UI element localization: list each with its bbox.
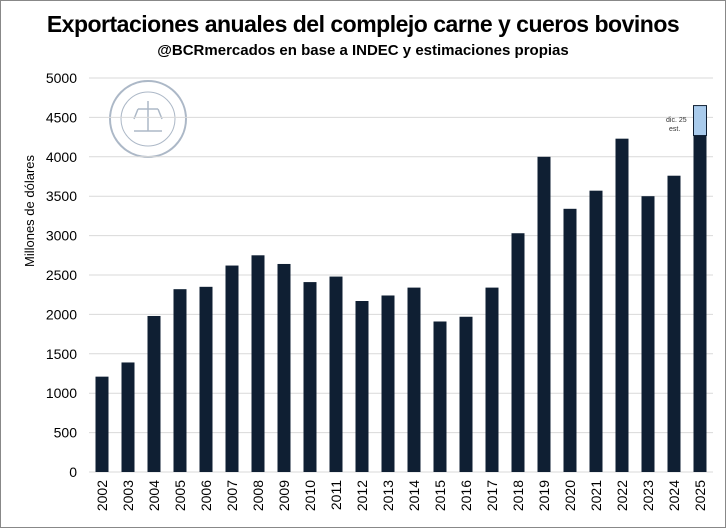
bar-2005 [173, 289, 187, 472]
bar-2024 [667, 175, 681, 472]
x-tick-label: 2002 [94, 480, 110, 511]
x-tick-label: 2020 [562, 480, 578, 511]
bar-2016 [459, 316, 473, 472]
annotation-line2: est. [669, 126, 680, 133]
bar-2018 [511, 233, 525, 472]
bcr-logo-watermark [109, 80, 187, 158]
x-tick-label: 2018 [510, 480, 526, 511]
bar-2009 [277, 263, 291, 472]
bar-2002 [95, 376, 109, 472]
x-tick-label: 2022 [614, 480, 630, 511]
x-tick-label: 2009 [276, 480, 292, 511]
bar-2013 [381, 295, 395, 472]
y-tick-label: 4500 [46, 109, 77, 125]
bar-2014 [407, 287, 421, 472]
bar-2006 [199, 286, 213, 472]
x-tick-label: 2023 [640, 480, 656, 511]
y-axis-label: Millones de dólares [22, 155, 37, 268]
bar-2021 [589, 190, 603, 472]
bar-2010 [303, 282, 317, 472]
x-tick-label: 2017 [484, 480, 500, 511]
x-tick-label: 2011 [328, 480, 344, 510]
bar-2003 [121, 362, 135, 472]
x-tick-label: 2024 [666, 480, 682, 511]
bar-2008 [251, 255, 265, 472]
y-tick-label: 3500 [46, 188, 77, 204]
x-tick-label: 2005 [172, 480, 188, 511]
bar-2017 [485, 287, 499, 472]
y-tick-label: 4000 [46, 149, 77, 165]
bar-2025-estimate [693, 105, 707, 137]
y-tick-label: 500 [54, 425, 78, 441]
bar-2004 [147, 315, 161, 472]
y-tick-label: 1000 [46, 385, 77, 401]
bar-2015 [433, 321, 447, 472]
x-tick-label: 2025 [692, 480, 708, 511]
x-tick-label: 2014 [406, 480, 422, 511]
bar-2025 [693, 135, 707, 473]
chart-title: Exportaciones anuales del complejo carne… [46, 11, 680, 37]
y-tick-label: 2000 [46, 306, 77, 322]
x-tick-label: 2012 [354, 480, 370, 511]
y-tick-label: 2500 [46, 267, 77, 283]
bar-2023 [641, 196, 655, 472]
y-tick-label: 0 [69, 464, 77, 480]
x-tick-label: 2006 [198, 480, 214, 511]
x-tick-label: 2013 [380, 480, 396, 511]
y-tick-label: 3000 [46, 228, 77, 244]
x-tick-label: 2003 [120, 480, 136, 511]
x-tick-label: 2008 [250, 480, 266, 511]
x-tick-label: 2007 [224, 480, 240, 511]
annotation-line1: dic. 25 [666, 117, 687, 124]
bar-2012 [355, 301, 369, 472]
bar-2022 [615, 138, 629, 472]
chart-subtitle: @BCRmercados en base a INDEC y estimacio… [157, 42, 569, 59]
x-tick-label: 2016 [458, 480, 474, 511]
y-tick-label: 5000 [46, 70, 77, 86]
y-tick-label: 1500 [46, 346, 77, 362]
bar-2007 [225, 265, 239, 472]
bar-2019 [537, 156, 551, 473]
x-tick-label: 2021 [588, 480, 604, 511]
x-tick-label: 2010 [302, 480, 318, 511]
bar-2011 [329, 276, 343, 472]
x-tick-label: 2004 [146, 480, 162, 511]
x-tick-label: 2019 [536, 480, 552, 511]
bar-2020 [563, 208, 577, 473]
x-tick-label: 2015 [432, 480, 448, 511]
